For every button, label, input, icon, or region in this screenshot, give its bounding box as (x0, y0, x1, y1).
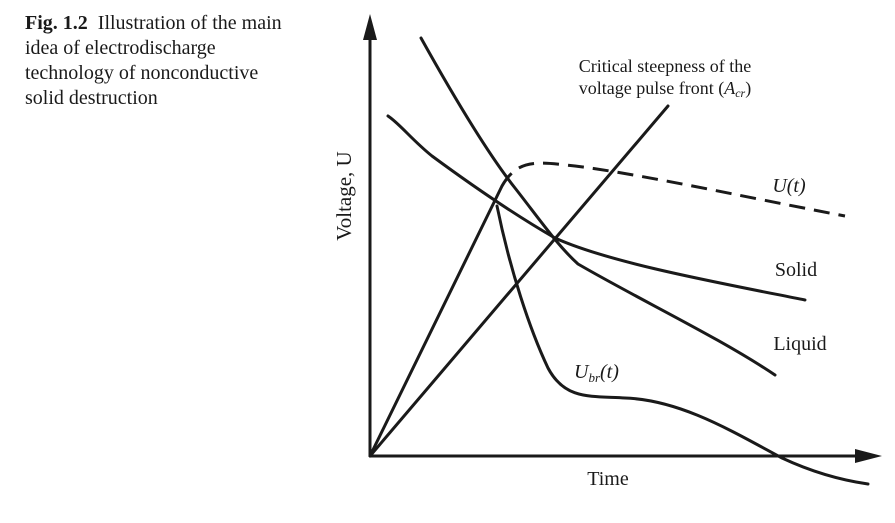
voltage-pulse-dashed-curve (500, 161, 846, 218)
ubr-t-label: Ubr(t) (574, 361, 619, 385)
y-axis-arrowhead (363, 14, 377, 40)
figure-caption: Fig. 1.2 Illustration of the main idea o… (25, 11, 300, 111)
breakdown-voltage-curve (495, 204, 870, 486)
u-t-label: U(t) (772, 175, 806, 197)
critical-steepness-label-line1: Critical steepness of the (579, 56, 751, 76)
figure-caption-text: Illustration of the main idea of electro… (25, 12, 282, 109)
x-axis-arrowhead (855, 449, 882, 463)
voltage-front-line (368, 184, 504, 458)
solid-label: Solid (775, 259, 817, 281)
liquid-breakdown-curve (419, 36, 777, 377)
liquid-label: Liquid (773, 333, 826, 355)
solid-breakdown-curve (386, 114, 807, 302)
critical-steepness-line (368, 104, 670, 458)
figure-number: Fig. 1.2 (25, 12, 88, 34)
x-axis-label: Time (587, 468, 629, 490)
y-axis-label: Voltage, U (332, 151, 356, 240)
critical-steepness-label-line2: voltage pulse front (Acr) (579, 78, 751, 100)
